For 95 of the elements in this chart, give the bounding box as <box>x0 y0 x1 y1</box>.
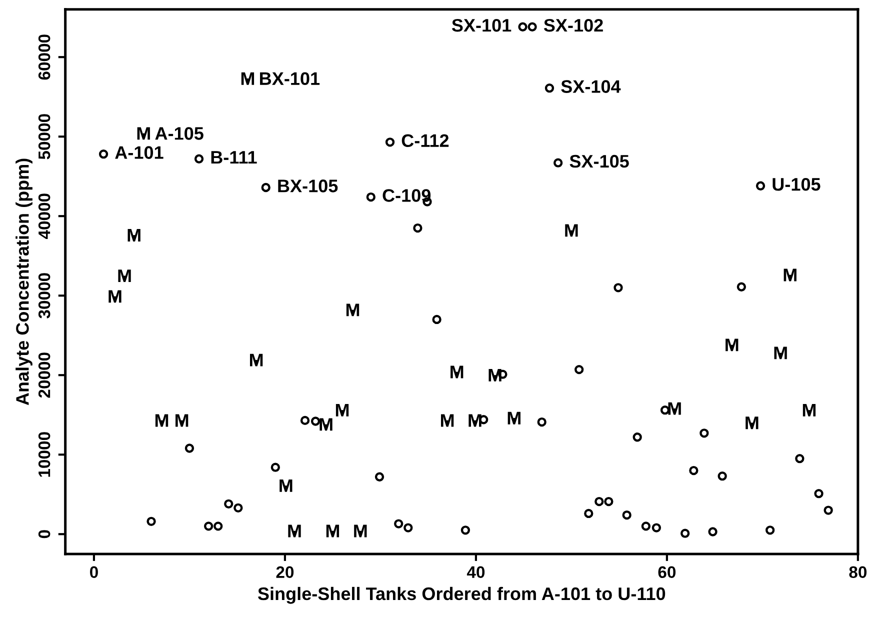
text: M <box>354 524 367 538</box>
point <box>814 489 824 498</box>
y-tick-label: 40000 <box>38 194 50 240</box>
point <box>518 22 528 32</box>
point <box>460 526 470 535</box>
point <box>98 150 108 159</box>
text: M <box>288 524 301 538</box>
annotation: BX-105 <box>278 180 338 192</box>
point <box>708 527 718 536</box>
point <box>300 416 310 426</box>
point <box>632 432 642 442</box>
x-axis-title: Single-Shell Tanks Ordered from A-101 to U-110 <box>258 586 666 604</box>
point <box>146 516 156 526</box>
point <box>366 192 376 202</box>
text: M <box>346 304 360 316</box>
text: M <box>726 338 738 352</box>
text: M <box>565 224 578 237</box>
text: M <box>176 414 188 427</box>
point <box>261 182 270 192</box>
point <box>537 417 546 427</box>
point <box>554 158 563 168</box>
point <box>604 496 614 506</box>
point <box>756 181 766 190</box>
point <box>204 522 214 531</box>
y-axis-title: Analyte Concentration (ppm) <box>16 158 32 406</box>
point <box>652 523 662 532</box>
text: M <box>336 404 349 416</box>
text: M <box>784 268 796 282</box>
point <box>622 510 632 520</box>
annotation: C-109 <box>382 189 431 202</box>
point <box>614 283 623 292</box>
text: M <box>320 418 332 431</box>
point <box>394 519 404 528</box>
annotation: SX-102 <box>544 18 603 32</box>
point <box>184 444 194 453</box>
point <box>795 454 804 464</box>
point <box>700 428 709 438</box>
x-tick-label: 0 <box>90 566 98 578</box>
annotation: SX-101 <box>452 18 512 32</box>
point <box>584 508 594 518</box>
x-tick-label: 60 <box>658 566 676 578</box>
annotation: C-112 <box>402 134 449 148</box>
text: M <box>774 346 787 360</box>
text: M <box>108 290 122 303</box>
point <box>194 154 204 164</box>
x-tick-label: 20 <box>276 566 294 578</box>
text: M <box>280 479 292 492</box>
annotation: B-111 <box>211 151 257 164</box>
y-tick-label: 60000 <box>38 34 50 80</box>
text: M <box>746 416 758 430</box>
point <box>574 364 584 374</box>
point <box>234 503 243 512</box>
y-tick-label: 20000 <box>38 352 50 398</box>
annotation: SX-104 <box>561 80 621 93</box>
point <box>214 522 223 531</box>
text: M <box>155 414 168 427</box>
point <box>765 526 775 535</box>
y-tick-label: 0 <box>38 530 50 538</box>
text: M <box>508 412 520 424</box>
point <box>270 462 280 472</box>
point <box>689 466 698 476</box>
point <box>680 528 690 538</box>
x-tick-label: 80 <box>849 566 867 578</box>
point <box>528 22 537 32</box>
point <box>594 496 604 506</box>
point <box>544 84 554 93</box>
point <box>224 499 234 509</box>
point <box>432 314 442 324</box>
point <box>310 416 320 426</box>
point <box>404 523 413 532</box>
text: M <box>326 524 340 538</box>
annotation: A-101 <box>115 146 164 159</box>
text: M <box>137 127 150 140</box>
text: M <box>241 72 254 85</box>
text: M <box>118 270 131 282</box>
point <box>736 282 746 292</box>
y-tick-label: 50000 <box>38 114 50 160</box>
point <box>374 472 384 482</box>
text: M <box>802 404 816 416</box>
annotation: SX-105 <box>570 154 629 168</box>
text: M <box>440 414 454 427</box>
annotation: BX-101 <box>260 72 320 85</box>
y-tick-label: 10000 <box>38 432 50 477</box>
point <box>718 472 727 481</box>
point <box>824 506 833 515</box>
annotation: U-105 <box>772 178 820 191</box>
point <box>385 138 395 147</box>
y-tick-label: 30000 <box>38 273 50 318</box>
text: M <box>250 354 263 366</box>
annotation: A-105 <box>155 127 204 140</box>
point <box>641 522 651 531</box>
series-label: M <box>450 366 464 378</box>
text: M <box>128 229 140 242</box>
x-tick-label: 40 <box>466 566 485 578</box>
point <box>413 223 422 233</box>
